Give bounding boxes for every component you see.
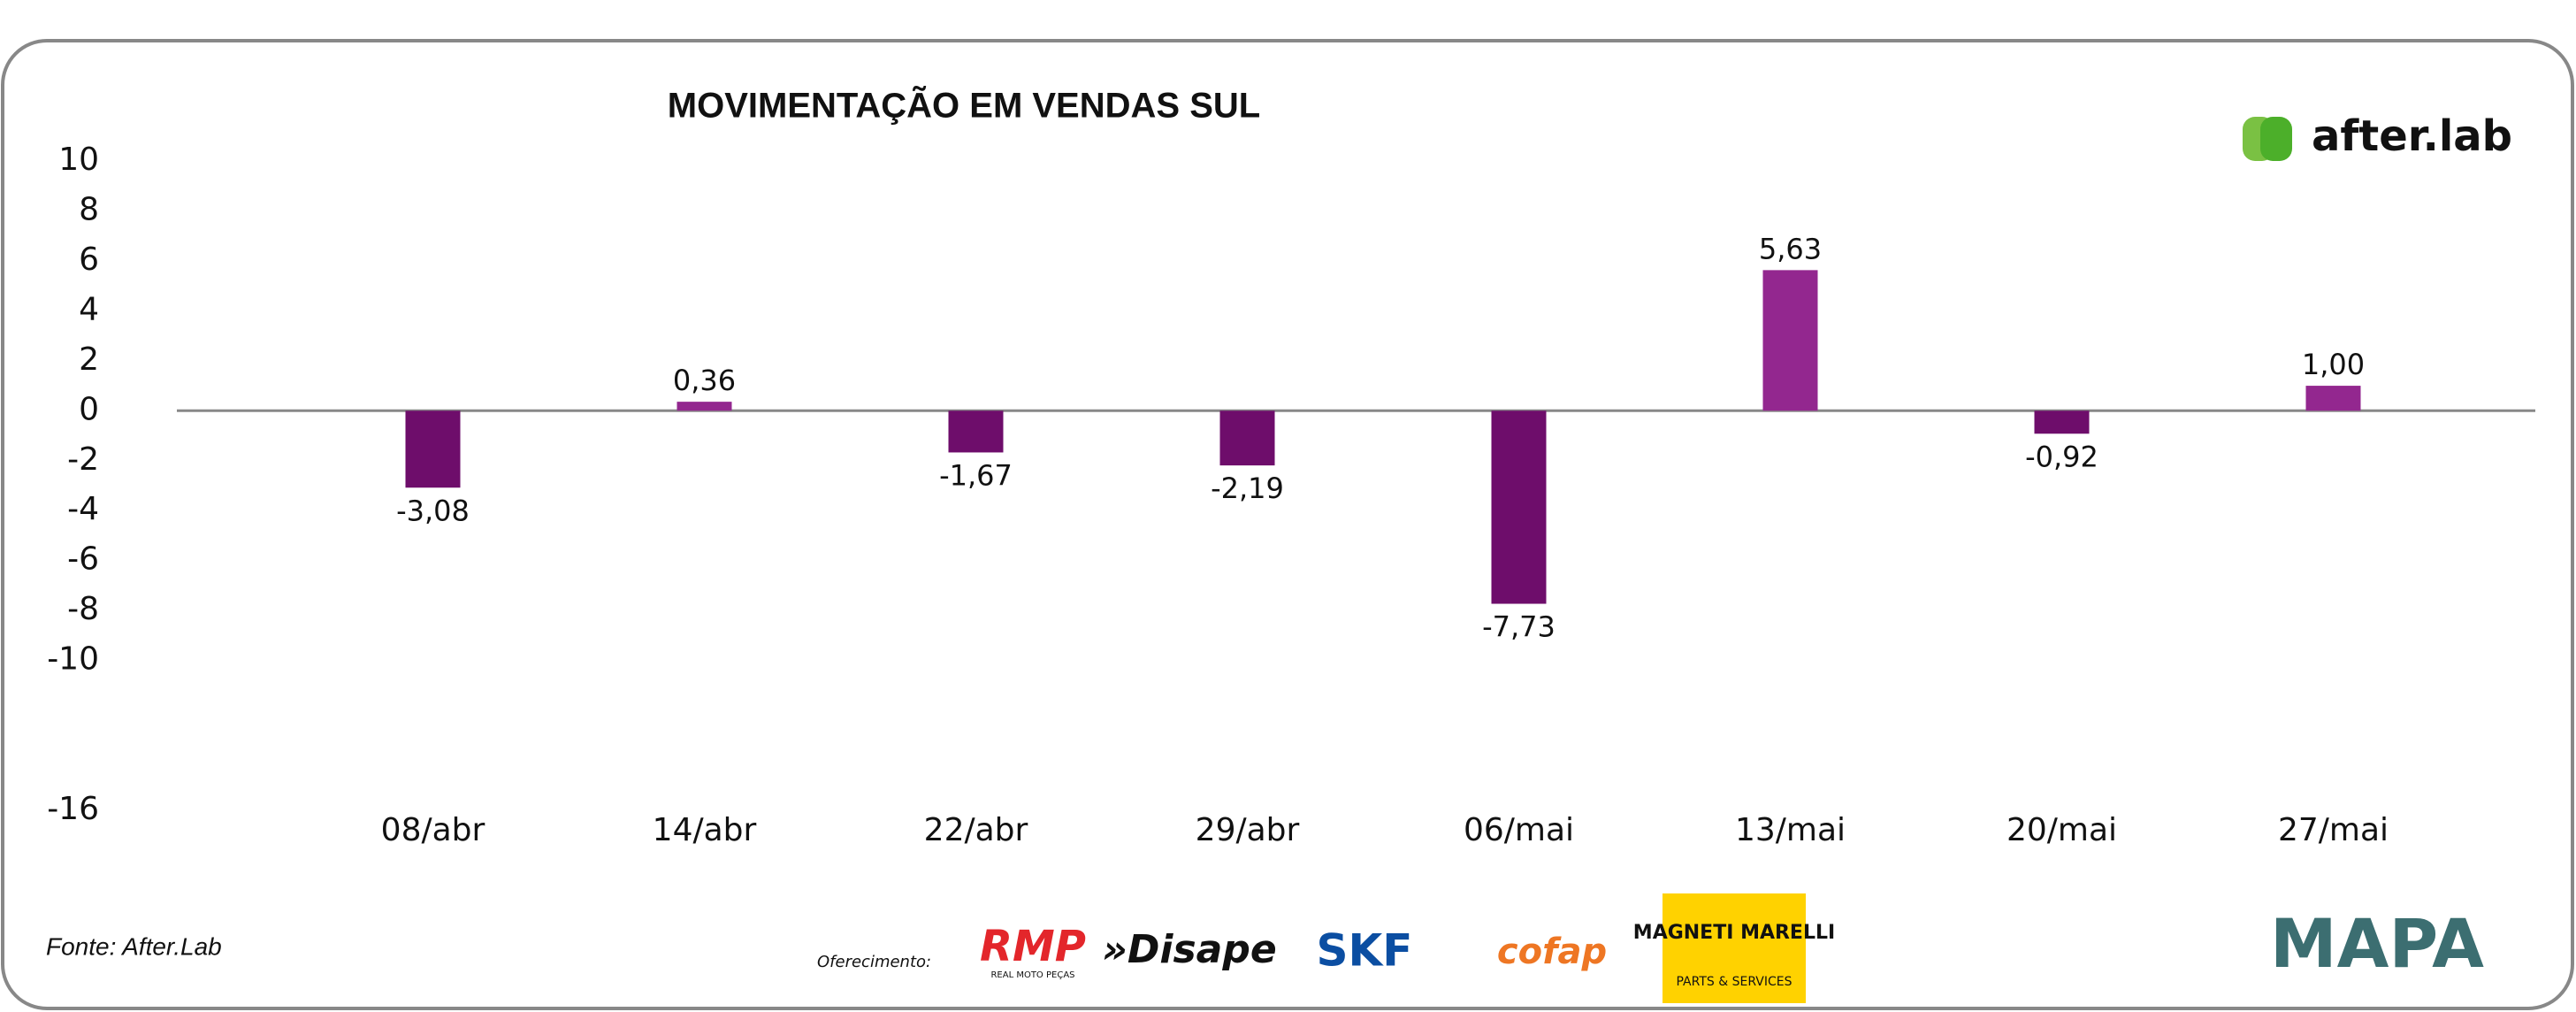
magneti-box bbox=[1663, 893, 1806, 1003]
bar bbox=[1219, 410, 1275, 466]
bar bbox=[1762, 270, 1818, 411]
mapa-logo: MAPA bbox=[2270, 904, 2484, 983]
bar bbox=[676, 402, 732, 411]
bar bbox=[2034, 410, 2090, 434]
cofap-logo: cofap bbox=[1497, 932, 1607, 972]
x-tick-label: 22/abr bbox=[924, 812, 1028, 848]
chart-title: MOVIMENTAÇÃO EM VENDAS SUL bbox=[668, 85, 1260, 126]
rmp-sub: REAL MOTO PEÇAS bbox=[990, 970, 1074, 980]
brand-name: after.lab bbox=[2312, 111, 2512, 161]
disape-logo: »Disape bbox=[1102, 927, 1276, 972]
y-tick-label: 0 bbox=[79, 391, 99, 427]
data-label: -2,19 bbox=[1211, 472, 1284, 505]
data-label: -0,92 bbox=[2025, 440, 2098, 473]
x-tick-label: 14/abr bbox=[653, 812, 757, 848]
x-tick-label: 20/mai bbox=[2007, 812, 2117, 848]
magneti-sub: PARTS & SERVICES bbox=[1677, 975, 1792, 989]
data-label: -7,73 bbox=[1482, 610, 1556, 644]
skf-logo: SKF bbox=[1317, 925, 1413, 977]
x-tick-label: 27/mai bbox=[2278, 812, 2389, 848]
sponsor-label: Oferecimento: bbox=[817, 953, 931, 971]
y-tick-label: -2 bbox=[67, 441, 99, 478]
bar bbox=[948, 410, 1004, 453]
y-tick-label: -10 bbox=[47, 641, 99, 678]
y-tick-label: 2 bbox=[79, 341, 99, 378]
y-tick-label: 10 bbox=[58, 142, 99, 178]
y-tick-label: -8 bbox=[67, 591, 99, 627]
y-tick-label: -16 bbox=[47, 791, 99, 827]
x-tick-label: 13/mai bbox=[1735, 812, 1846, 848]
data-label: -1,67 bbox=[939, 458, 1013, 492]
bar bbox=[405, 410, 461, 488]
brand-logo: after.lab bbox=[2243, 111, 2512, 161]
data-label: 0,36 bbox=[673, 364, 736, 397]
bar bbox=[2305, 386, 2361, 411]
y-tick-label: 4 bbox=[79, 291, 99, 327]
rmp-logo: RMP bbox=[980, 922, 1086, 971]
brand-icon bbox=[2260, 117, 2292, 161]
y-tick-label: -6 bbox=[67, 541, 99, 578]
y-tick-label: -4 bbox=[67, 491, 99, 527]
x-tick-label: 06/mai bbox=[1464, 812, 1574, 848]
y-tick-label: 6 bbox=[79, 242, 99, 278]
bar bbox=[1491, 410, 1547, 604]
source: Fonte: After.Lab bbox=[46, 932, 222, 960]
frame bbox=[1, 39, 2574, 1010]
data-label: 5,63 bbox=[1759, 232, 1822, 265]
x-tick-label: 08/abr bbox=[381, 812, 485, 848]
magneti-logo: MAGNETI MARELLI bbox=[1633, 922, 1835, 944]
y-tick-label: 8 bbox=[79, 191, 99, 227]
x-tick-label: 29/abr bbox=[1196, 812, 1300, 848]
data-label: 1,00 bbox=[2302, 348, 2365, 381]
data-label: -3,08 bbox=[396, 494, 470, 527]
